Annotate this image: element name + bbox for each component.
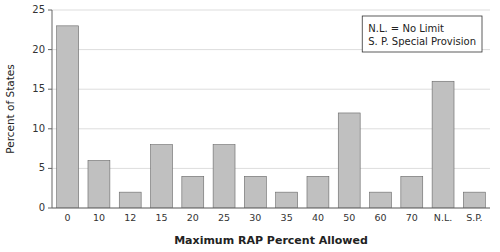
- y-tick: [48, 128, 52, 129]
- bar: [432, 81, 454, 208]
- y-tick: [48, 89, 52, 90]
- bar: [370, 192, 392, 208]
- bar: [119, 192, 141, 208]
- bar: [57, 26, 79, 208]
- y-tick-label: 5: [39, 162, 45, 173]
- bar: [463, 192, 485, 208]
- y-tick-label: 15: [32, 83, 45, 94]
- y-tick-label: 0: [39, 202, 45, 213]
- chart: 0 5 10 15 20 25 0 10 12 15 20 25 30 35 40 50 60 70 N.L. S.P…: [0, 0, 500, 252]
- y-tick-label: 10: [32, 123, 45, 134]
- x-tick-label: N.L.: [434, 212, 452, 223]
- grid-line: [52, 89, 490, 90]
- annotation-box: N.L. = No Limit S. P. Special Provision: [362, 16, 482, 52]
- grid-line: [52, 128, 490, 129]
- bar: [213, 145, 235, 208]
- x-tick-label: 50: [343, 212, 355, 223]
- bar: [182, 176, 204, 208]
- annotation: N.L. = No Limit: [368, 23, 444, 34]
- annotation-frame: [362, 16, 482, 52]
- x-tick-label: 70: [406, 212, 418, 223]
- x-tick-label: S.P.: [466, 212, 482, 223]
- bars: [57, 26, 486, 208]
- grid-line: [52, 208, 490, 209]
- x-tick-label: 0: [65, 212, 71, 223]
- bar: [276, 192, 298, 208]
- bar: [151, 145, 173, 208]
- x-tick-label: 35: [281, 212, 293, 223]
- x-tick-label: 40: [312, 212, 324, 223]
- y-tick: [48, 208, 52, 209]
- x-tick-label: 12: [124, 212, 136, 223]
- y-tick: [48, 10, 52, 11]
- x-tick-label: 30: [249, 212, 261, 223]
- bar: [307, 176, 329, 208]
- annotation: S. P. Special Provision: [368, 36, 476, 47]
- x-axis: [52, 208, 490, 209]
- y-tick: [48, 49, 52, 50]
- y-tick: [48, 168, 52, 169]
- grid-line: [52, 168, 490, 169]
- y-tick-label: 25: [32, 4, 45, 15]
- x-tick-label: 15: [155, 212, 167, 223]
- x-tick-label: 10: [93, 212, 105, 223]
- y-axis: [52, 10, 53, 208]
- x-tick-label: 25: [218, 212, 230, 223]
- bar: [88, 160, 110, 208]
- bar: [401, 176, 423, 208]
- x-tick-label: 60: [374, 212, 386, 223]
- y-axis-label: Percent of States: [4, 64, 16, 154]
- x-axis-label: Maximum RAP Percent Allowed: [174, 234, 368, 247]
- y-tick-label: 20: [32, 44, 45, 55]
- bar: [244, 176, 266, 208]
- grid-line: [52, 10, 490, 11]
- bar: [338, 113, 360, 208]
- x-tick-label: 20: [187, 212, 199, 223]
